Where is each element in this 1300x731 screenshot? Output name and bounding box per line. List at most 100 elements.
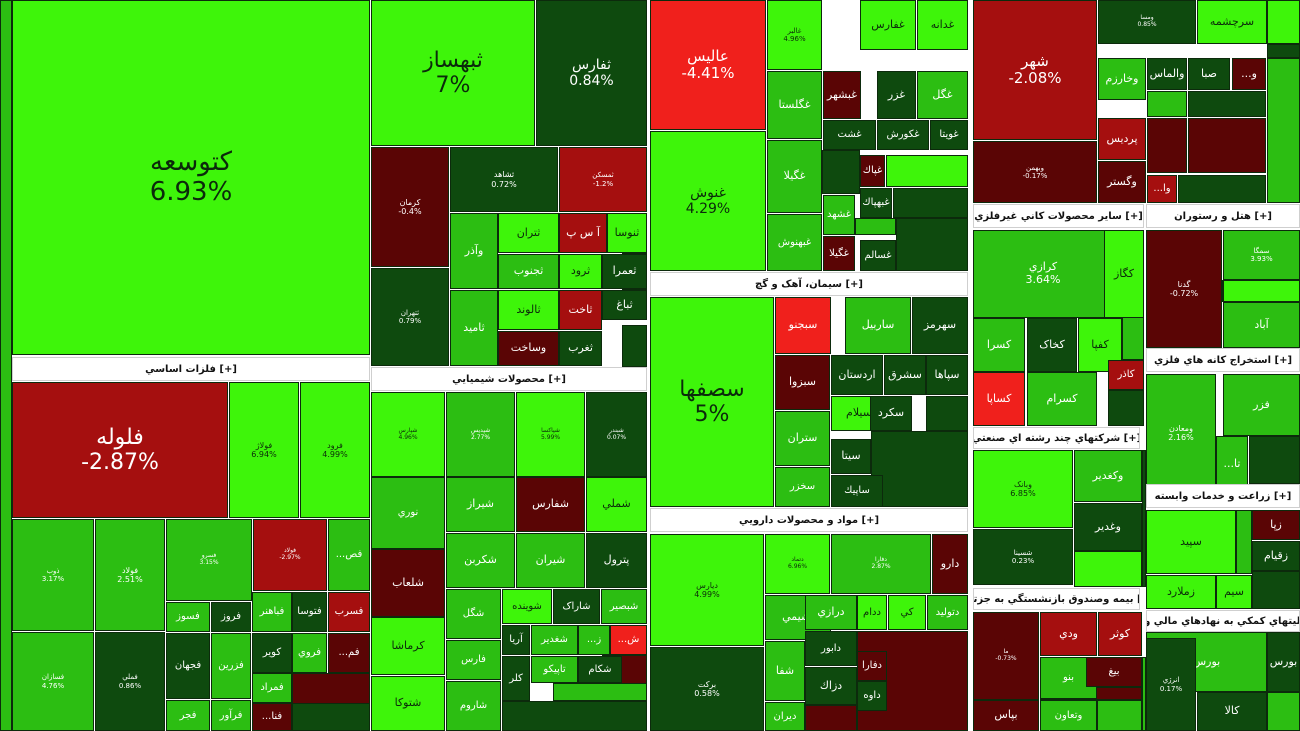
stock-tile[interactable]: ساپيك [831,475,883,507]
stock-tile[interactable]: غپاك [860,155,885,187]
stock-tile[interactable]: کسرا [973,318,1025,372]
stock-tile-small[interactable] [292,703,370,731]
stock-tile[interactable]: گدنا -0.72% [1146,230,1222,348]
stock-tile-small[interactable] [502,701,647,731]
stock-tile[interactable]: فرود 4.99% [300,382,370,518]
stock-tile[interactable]: فص... [328,519,370,591]
stock-tile[interactable]: فم... [328,633,370,673]
stock-tile[interactable]: کرازي 3.64% [973,230,1113,318]
stock-tile-small[interactable] [1097,700,1142,731]
stock-tile[interactable]: شگل [446,589,501,639]
stock-tile-small[interactable] [1236,510,1252,574]
stock-tile[interactable]: ثتهران 0.79% [371,268,449,366]
stock-tile[interactable]: دزاك [805,667,857,705]
sector-header[interactable]: [+] هتل و رستوران [1146,204,1300,228]
stock-tile-small[interactable] [1188,91,1266,117]
sector-header[interactable]: [+] فلزات اساسي [12,357,370,381]
stock-tile[interactable]: غگل [917,71,968,119]
stock-tile-small[interactable] [1223,280,1300,302]
stock-tile[interactable]: كي [888,595,926,630]
stock-tile[interactable]: دفارا 2.87% [831,534,931,594]
stock-tile[interactable]: غالبر 4.96% [767,0,822,70]
stock-tile[interactable]: فسرب [328,592,370,632]
stock-tile[interactable]: ومسا 0.85% [1098,0,1196,44]
stock-tile[interactable]: فملي 0.86% [95,632,165,731]
sector-header[interactable]: [+] مواد و محصولات دارويي [650,508,968,532]
stock-tile[interactable]: شپديس 2.77% [446,392,515,477]
stock-tile[interactable]: آباد [1223,302,1300,348]
stock-tile[interactable]: زپا [1252,510,1300,540]
stock-tile[interactable]: وآذر [450,213,498,289]
stock-tile[interactable]: فارس [446,640,501,680]
stock-tile[interactable]: فتوسا [292,592,327,632]
stock-tile-small[interactable] [553,683,647,701]
stock-tile-small[interactable] [1249,436,1300,484]
stock-tile[interactable]: سيم [1216,575,1252,609]
stock-tile[interactable]: وخارزم [1098,58,1146,100]
stock-tile[interactable]: ثعمرا [602,254,647,289]
stock-tile[interactable]: دتوليد [927,595,968,630]
stock-tile[interactable]: شكربن [446,533,515,588]
stock-tile[interactable]: کوثر [1098,612,1142,656]
stock-tile[interactable]: سصفها 5% [650,297,774,507]
stock-tile[interactable]: غگلستا [767,71,822,139]
stock-tile-small[interactable] [805,705,857,731]
stock-tile[interactable]: غشت [823,120,876,150]
stock-tile[interactable]: فسوز [166,602,210,632]
stock-tile[interactable]: ديارس 4.99% [650,534,764,646]
stock-tile[interactable]: ز... [578,625,610,655]
stock-tile[interactable]: وتعاون [1040,700,1097,731]
stock-tile[interactable]: فولاژ 6.94% [229,382,299,518]
stock-tile[interactable]: بورس [1267,632,1300,692]
stock-tile[interactable]: ما -0.73% [973,612,1039,700]
stock-tile[interactable]: ثامید [450,290,498,366]
stock-tile[interactable]: ثباغ [602,290,647,320]
stock-tile-small[interactable] [1267,692,1300,731]
stock-tile[interactable]: فرآور [211,700,251,731]
stock-tile[interactable]: فزرين [211,633,251,699]
stock-tile[interactable]: بيغ [1086,657,1142,687]
stock-tile[interactable]: كلر [502,656,530,701]
stock-tile[interactable]: كگاز [1104,230,1144,318]
sector-header[interactable]: [+] زراعت و خدمات وابسته [1146,484,1300,508]
stock-tile[interactable]: ثرود [559,254,602,289]
stock-tile[interactable]: دارو [932,534,968,594]
stock-tile-small[interactable] [1188,118,1266,173]
stock-tile[interactable]: شغدير [531,625,578,655]
stock-tile[interactable]: شملي [586,477,647,532]
stock-tile[interactable]: شپارس 4.96% [371,392,445,477]
stock-tile[interactable]: ثجنوب [498,254,559,289]
stock-tile[interactable]: تا... [1216,436,1248,492]
stock-tile[interactable]: شسينا 0.23% [973,529,1073,585]
stock-tile[interactable]: ددام [857,595,887,630]
stock-tile[interactable]: ودي [1040,612,1097,656]
stock-tile[interactable]: ثفارس 0.84% [536,0,647,146]
stock-tile[interactable]: شيران [516,533,585,588]
stock-tile[interactable]: كرمان -0.4% [371,147,449,267]
stock-tile[interactable]: اردستان [831,355,883,395]
stock-tile[interactable]: انرژي 0.17% [1146,638,1196,731]
stock-tile[interactable]: ش... [610,625,647,655]
stock-tile[interactable]: ثنوسا [607,213,647,253]
stock-tile[interactable]: ثبهساز 7% [371,0,535,146]
stock-tile[interactable]: وغدير [1074,503,1142,551]
stock-tile[interactable]: كاذر [1108,360,1144,390]
stock-tile[interactable]: آ س پ [559,213,607,253]
stock-tile[interactable]: کخاک [1027,318,1077,372]
stock-tile[interactable]: وبهمن -0.17% [973,141,1097,203]
stock-tile[interactable]: فلوله -2.87% [12,382,228,518]
stock-tile[interactable]: فسازان 4.76% [12,632,94,731]
stock-tile[interactable]: غشهد [823,195,855,235]
stock-tile[interactable]: شفا [765,641,805,701]
stock-tile[interactable]: كساپا [973,372,1025,426]
stock-tile[interactable]: فجر [166,700,210,731]
stock-tile[interactable]: سهرمز [912,297,968,354]
stock-tile[interactable]: سشرق [884,355,926,395]
stock-tile[interactable]: شلعاب [371,549,445,617]
stock-tile[interactable]: شهر -2.08% [973,0,1097,140]
stock-tile[interactable]: داوه [857,681,887,711]
stock-tile[interactable]: کالا [1197,692,1267,731]
stock-tile[interactable]: صبا [1188,58,1230,90]
stock-tile[interactable]: تاپيکو [531,656,578,683]
stock-tile[interactable]: غكورش [877,120,929,150]
